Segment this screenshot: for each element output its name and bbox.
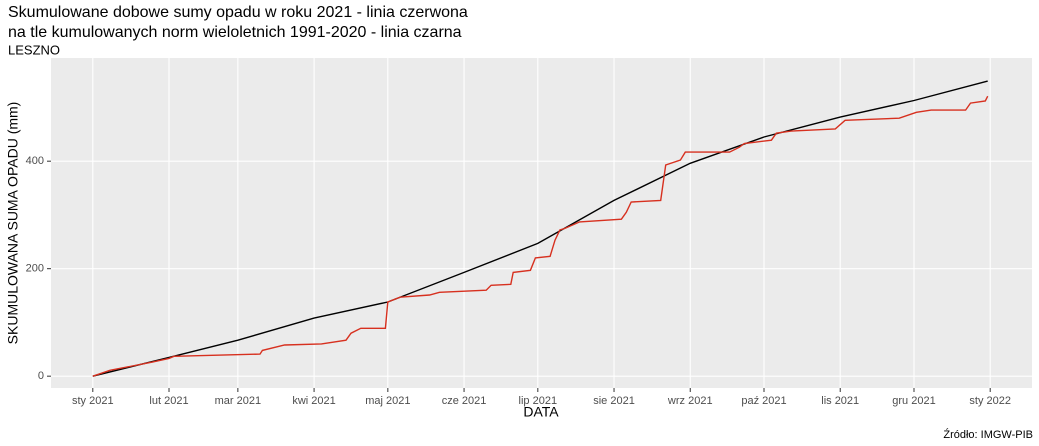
x-tick-label: lis 2021 xyxy=(821,395,859,407)
plot-panel xyxy=(51,58,1032,388)
data-line xyxy=(92,95,989,377)
y-tick-label: 400 xyxy=(26,155,44,167)
x-tick-label: paź 2021 xyxy=(741,395,786,407)
x-tick-label: lut 2021 xyxy=(149,395,188,407)
x-tick-label: kwi 2021 xyxy=(292,395,335,407)
y-axis-label: SKUMULOWANA SUMA OPADU (mm) xyxy=(5,102,21,345)
chart-subtitle: LESZNO xyxy=(8,42,60,57)
x-tick-label: wrz 2021 xyxy=(667,395,713,407)
data-line xyxy=(92,80,988,377)
source: Źródło: IMGW-PIB xyxy=(943,428,1033,441)
x-axis-label: DATA xyxy=(523,404,559,420)
x-tick-label: sie 2021 xyxy=(593,395,635,407)
x-tick-label: cze 2021 xyxy=(442,395,487,407)
x-tick-label: sty 2022 xyxy=(969,395,1011,407)
x-tick-label: mar 2021 xyxy=(215,395,261,407)
x-tick-label: sty 2021 xyxy=(72,395,114,407)
x-tick-label: gru 2021 xyxy=(892,395,935,407)
x-tick-label: lip 2021 xyxy=(519,395,558,407)
y-tick-label: 0 xyxy=(38,370,44,382)
y-tick-label: 200 xyxy=(26,263,44,275)
chart-title-line: Skumulowane dobowe sumy opadu w roku 202… xyxy=(8,4,468,21)
x-tick-label: maj 2021 xyxy=(365,395,410,407)
chart-title-line: na tle kumulowanych norm wieloletnich 19… xyxy=(8,24,462,41)
